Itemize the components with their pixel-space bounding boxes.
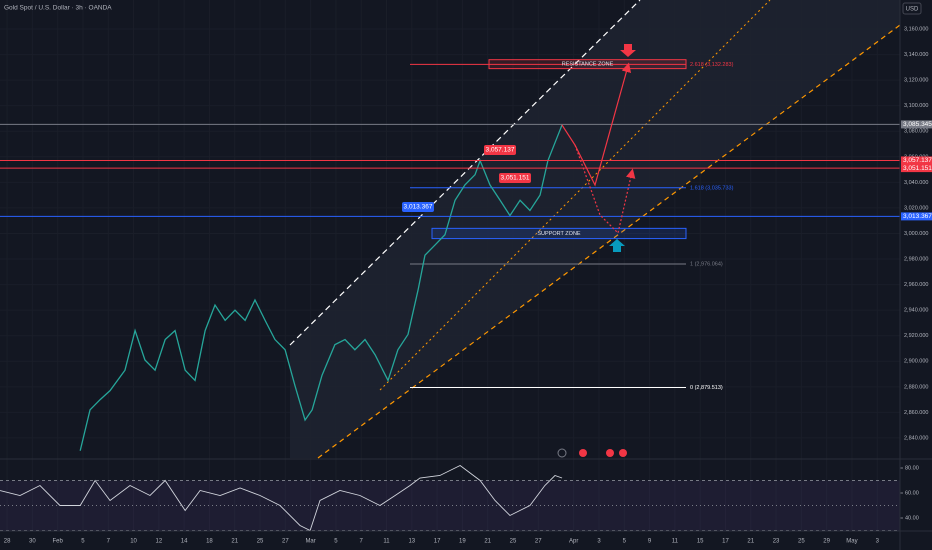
y-tick-label: 3,080.000 [904, 129, 928, 135]
y-tick-label: 3,020.000 [904, 205, 928, 211]
event-icons [557, 448, 627, 458]
price-pill [901, 120, 932, 129]
y-tick-label: 2,920.000 [904, 333, 928, 339]
x-tick-label: 27 [535, 539, 542, 545]
x-tick-label: 25 [257, 539, 264, 545]
x-tick-label: 5 [334, 539, 338, 545]
level-tag [402, 202, 434, 212]
up-arrow [609, 239, 625, 252]
rsi-band [0, 480, 900, 531]
x-tick-label: 7 [107, 539, 111, 545]
level-tag [484, 145, 516, 155]
currency-box[interactable] [902, 2, 922, 15]
x-tick-label: 25 [798, 539, 805, 545]
x-tick-label: 18 [206, 539, 213, 545]
level-tag-label: 3,013.367 [404, 204, 433, 211]
x-tick-label: 7 [360, 539, 364, 545]
y-tick-label: 3,100.000 [904, 103, 928, 109]
level-tag-label: 3,057.137 [486, 147, 515, 154]
zone-box [431, 227, 687, 240]
x-tick-label: 5 [81, 539, 85, 545]
x-tick-label: 17 [434, 539, 441, 545]
x-tick-label: 5 [623, 539, 627, 545]
y-tick-label: 2,940.000 [904, 308, 928, 314]
y-tick-label: 3,120.000 [904, 78, 928, 84]
channel-upper [289, 0, 641, 346]
fib-label: 1 (2,976.064) [690, 262, 723, 268]
rsi-tick-label: 60.00 [905, 490, 919, 496]
zone-label: RESISTANCE ZONE [562, 62, 614, 68]
y-tick-label: 2,880.000 [904, 384, 928, 390]
x-tick-label: Feb [53, 539, 64, 545]
y-tick-label: 2,840.000 [904, 435, 928, 441]
fib-label: 2.618 (3,132.283) [690, 62, 734, 68]
x-tick-label: 14 [181, 539, 188, 545]
rsi-line [0, 464, 563, 532]
x-tick-label: 3 [876, 539, 880, 545]
x-tick-label: 17 [722, 539, 729, 545]
icon [557, 448, 567, 458]
price-pill [901, 212, 932, 221]
icon [579, 449, 587, 457]
y-tick-label: 2,960.000 [904, 282, 928, 288]
y-tick-label: 3,140.000 [904, 52, 928, 58]
x-tick-label: 10 [130, 539, 137, 545]
x-tick-label: 28 [4, 539, 11, 545]
x-tick-label: 11 [672, 539, 679, 545]
x-tick-label: 27 [282, 539, 289, 545]
y-tick-label: 3,040.000 [904, 180, 928, 186]
x-tick-label: 15 [697, 539, 704, 545]
down-arrow [620, 44, 636, 57]
x-tick-label: 25 [510, 539, 517, 545]
x-tick-label: 3 [597, 539, 601, 545]
currency[interactable]: USD [906, 7, 919, 13]
x-tick-label: 12 [156, 539, 163, 545]
x-tick-label: Apr [569, 539, 578, 545]
y-tick-label: 2,860.000 [904, 410, 928, 416]
fib-label: 0 (2,879.513) [690, 385, 723, 391]
zone-label: SUPPORT ZONE [537, 231, 581, 237]
price-pill [901, 164, 932, 173]
price-pill [901, 156, 932, 165]
y-tick-label: 3,160.000 [904, 26, 928, 32]
x-tick-label: 21 [484, 539, 491, 545]
rsi-tick-label: 80.00 [905, 465, 919, 471]
price-line [79, 124, 563, 451]
icon [606, 449, 614, 457]
x-tick-label: 29 [823, 539, 830, 545]
x-tick-label: May [846, 539, 857, 545]
price-pill-label: 3,013.367 [903, 213, 932, 220]
x-tick-label: 19 [459, 539, 466, 545]
channel-lower [317, 24, 901, 459]
level-tag-label: 3,051.151 [501, 175, 530, 182]
x-tick-label: 21 [231, 539, 238, 545]
x-tick-label: Mar [305, 539, 315, 545]
symbol-title: Gold Spot / U.S. Dollar · 3h · OANDA [4, 5, 112, 12]
x-tick-label: 30 [29, 539, 36, 545]
x-tick-label: 11 [383, 539, 390, 545]
x-tick-label: 21 [747, 539, 754, 545]
icon [619, 449, 627, 457]
x-tick-label: 13 [408, 539, 415, 545]
projection-arrow-alt [574, 144, 636, 235]
projection-arrow [561, 62, 632, 187]
y-tick-label: 2,900.000 [904, 359, 928, 365]
zone-box [488, 59, 687, 70]
rsi-tick-label: 40.00 [905, 515, 919, 521]
x-tick-label: 9 [648, 539, 652, 545]
price-pill-label: 3,085.345 [903, 121, 932, 128]
y-tick-label: 2,980.000 [904, 256, 928, 262]
channel-mid [379, 0, 771, 391]
y-tick-label: 3,000.000 [904, 231, 928, 237]
fib-label: 1.618 (3,035.733) [690, 185, 734, 191]
x-tick-label: 23 [773, 539, 780, 545]
level-tag [499, 173, 531, 183]
channel-fill [290, 0, 900, 458]
price-pill-label: 3,057.137 [903, 157, 932, 164]
price-pill-label: 3,051.151 [903, 165, 932, 172]
